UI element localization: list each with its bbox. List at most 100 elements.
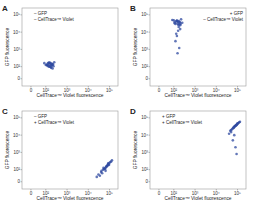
- y-tick: [21, 181, 23, 182]
- y-tick: [149, 169, 151, 170]
- legend-entry: – CellTrace™ Violet: [34, 17, 75, 22]
- y-axis-label: GFP fluorescence: [5, 131, 10, 170]
- point: [104, 168, 107, 171]
- point: [178, 47, 181, 50]
- y-tick-label: 10⁵: [141, 12, 148, 17]
- point: [175, 33, 178, 36]
- y-tick: [149, 152, 151, 153]
- y-axis-label: GFP fluorescence: [5, 28, 10, 67]
- y-tick: [21, 135, 23, 136]
- y-tick: [149, 78, 151, 79]
- point: [51, 63, 54, 66]
- point: [228, 132, 231, 135]
- point: [236, 122, 239, 125]
- plot-frame: [22, 8, 118, 86]
- y-tick: [149, 66, 151, 67]
- x-tick-label: 0: [158, 88, 161, 93]
- y-tick: [149, 14, 151, 15]
- figure: A010²10³10⁴10⁵010²10³10⁴10⁵CellTrace™ Vi…: [0, 0, 256, 207]
- legend-entry: – GFP: [34, 11, 47, 16]
- plot-frame: [150, 111, 246, 189]
- point: [111, 159, 114, 162]
- plot-frame: [150, 8, 246, 86]
- y-tick-label: 0: [17, 179, 20, 184]
- y-tick: [21, 78, 23, 79]
- y-tick: [149, 117, 151, 118]
- y-tick-label: 10²: [141, 167, 148, 172]
- point: [173, 22, 176, 25]
- legend-entry: + CellTrace™ Violet: [34, 120, 75, 125]
- points: [228, 120, 241, 155]
- y-tick-label: 10³: [13, 150, 20, 155]
- point: [177, 29, 180, 32]
- y-tick: [149, 32, 151, 33]
- y-tick-label: 10²: [13, 64, 20, 69]
- x-axis-label: CellTrace™ Violet fluorescence: [165, 93, 232, 98]
- y-tick: [21, 32, 23, 33]
- x-axis-label: CellTrace™ Violet fluorescence: [37, 196, 104, 201]
- y-tick-label: 10²: [141, 64, 148, 69]
- y-tick-label: 10³: [13, 47, 20, 52]
- point: [232, 139, 235, 142]
- point: [105, 165, 108, 168]
- x-tick-label: 0: [30, 191, 33, 196]
- x-tick-label: 10⁵: [234, 191, 241, 196]
- point: [49, 65, 52, 68]
- point: [100, 170, 103, 173]
- x-tick-label: 0: [30, 88, 33, 93]
- panel-label: D: [130, 107, 136, 116]
- points: [95, 159, 113, 178]
- point: [234, 124, 237, 127]
- point: [46, 63, 49, 66]
- y-tick: [21, 14, 23, 15]
- panel: C010²10³10⁴10⁵010²10³10⁴10⁵CellTrace™ Vi…: [2, 107, 118, 201]
- panel: A010²10³10⁴10⁵010²10³10⁴10⁵CellTrace™ Vi…: [2, 4, 118, 98]
- point: [45, 63, 48, 66]
- y-tick-label: 10³: [141, 47, 148, 52]
- panel: B010²10³10⁴10⁵010²10³10⁴10⁵CellTrace™ Vi…: [130, 4, 246, 98]
- point: [172, 19, 175, 22]
- panel-label: A: [2, 4, 8, 13]
- point: [176, 52, 179, 55]
- y-tick-label: 10⁴: [141, 30, 148, 35]
- point: [235, 124, 238, 127]
- y-tick-label: 0: [17, 76, 20, 81]
- point: [239, 120, 242, 123]
- x-tick-label: 10⁵: [106, 88, 113, 93]
- legend-entry: + GFP: [230, 11, 243, 16]
- plot-frame: [22, 111, 118, 189]
- legend-entry: – CellTrace™ Violet: [203, 17, 244, 22]
- point: [177, 23, 180, 26]
- point: [99, 174, 102, 177]
- x-tick-label: 10⁵: [106, 191, 113, 196]
- point: [107, 162, 110, 165]
- point: [232, 127, 235, 130]
- y-tick: [21, 152, 23, 153]
- legend-entry: – GFP: [34, 114, 47, 119]
- points: [43, 61, 56, 70]
- y-tick-label: 0: [145, 76, 148, 81]
- y-tick-label: 0: [145, 179, 148, 184]
- point: [52, 63, 55, 66]
- y-tick: [21, 169, 23, 170]
- y-tick-label: 10³: [141, 150, 148, 155]
- y-tick-label: 10⁵: [13, 12, 20, 17]
- y-tick-label: 10⁴: [13, 30, 20, 35]
- point: [101, 172, 104, 175]
- y-tick: [21, 66, 23, 67]
- panel-label: B: [130, 4, 136, 13]
- point: [233, 134, 236, 137]
- x-tick-label: 0: [158, 191, 161, 196]
- x-axis-label: CellTrace™ Violet fluorescence: [37, 93, 104, 98]
- points: [171, 18, 184, 54]
- point: [178, 21, 181, 24]
- point: [49, 65, 52, 68]
- panel: D010²10³10⁴10⁵010²10³10⁴10⁵CellTrace™ Vi…: [130, 107, 246, 201]
- y-axis-label: GFP fluorescence: [133, 131, 138, 170]
- point: [234, 146, 237, 149]
- y-tick-label: 10⁴: [13, 133, 20, 138]
- x-tick-label: 10⁵: [234, 88, 241, 93]
- y-tick: [21, 117, 23, 118]
- point: [232, 127, 235, 130]
- point: [230, 131, 233, 134]
